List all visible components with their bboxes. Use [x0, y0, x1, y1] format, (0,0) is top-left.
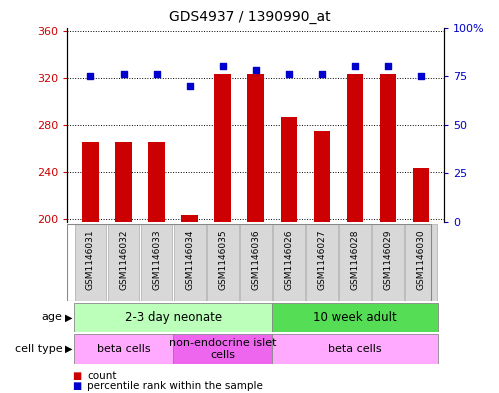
Text: ■: ■	[72, 381, 82, 391]
Text: 10 week adult: 10 week adult	[313, 311, 397, 324]
Text: 2-3 day neonate: 2-3 day neonate	[125, 311, 222, 324]
Text: GSM1146036: GSM1146036	[251, 230, 260, 290]
Bar	[74, 303, 272, 332]
Bar	[173, 334, 272, 364]
Bar	[248, 74, 264, 222]
Bar	[280, 117, 297, 222]
Bar	[240, 224, 271, 301]
Bar	[115, 142, 132, 222]
Text: GSM1146030: GSM1146030	[417, 230, 426, 290]
Text: cell type: cell type	[15, 344, 62, 354]
Bar	[181, 215, 198, 222]
Text: ▶: ▶	[65, 344, 72, 354]
Bar	[174, 224, 206, 301]
Point	[384, 63, 392, 70]
Text: beta cells: beta cells	[97, 344, 150, 354]
Text: percentile rank within the sample: percentile rank within the sample	[87, 381, 263, 391]
Bar	[380, 74, 396, 222]
Text: non-endocrine islet
cells: non-endocrine islet cells	[169, 338, 276, 360]
Text: GSM1146026: GSM1146026	[284, 230, 293, 290]
Point	[318, 71, 326, 77]
Bar	[108, 224, 139, 301]
Bar	[306, 224, 338, 301]
Point	[186, 83, 194, 89]
Bar	[372, 224, 404, 301]
Text: GSM1146031: GSM1146031	[86, 230, 95, 290]
Bar	[74, 334, 173, 364]
Point	[351, 63, 359, 70]
Bar	[75, 224, 106, 301]
Text: ▶: ▶	[65, 312, 72, 322]
Bar	[313, 130, 330, 222]
Text: GSM1146034: GSM1146034	[185, 230, 194, 290]
Point	[86, 73, 94, 79]
Bar	[347, 74, 363, 222]
Point	[251, 67, 259, 73]
Bar	[405, 224, 437, 301]
Bar	[207, 224, 239, 301]
Text: GSM1146028: GSM1146028	[350, 230, 359, 290]
Bar	[148, 142, 165, 222]
Point	[417, 73, 425, 79]
Text: GSM1146035: GSM1146035	[218, 230, 227, 290]
Text: beta cells: beta cells	[328, 344, 382, 354]
Point	[219, 63, 227, 70]
Point	[285, 71, 293, 77]
Bar	[141, 224, 173, 301]
Bar	[413, 168, 429, 222]
Text: GSM1146027: GSM1146027	[317, 230, 326, 290]
Bar	[273, 224, 305, 301]
Bar	[82, 142, 99, 222]
Text: ■: ■	[72, 371, 82, 381]
Bar	[215, 74, 231, 222]
Text: GSM1146032: GSM1146032	[119, 230, 128, 290]
Text: count: count	[87, 371, 117, 381]
Text: GDS4937 / 1390990_at: GDS4937 / 1390990_at	[169, 10, 330, 24]
Point	[120, 71, 128, 77]
Bar	[339, 224, 371, 301]
Bar	[272, 303, 438, 332]
Text: GSM1146029: GSM1146029	[383, 230, 392, 290]
Bar	[272, 334, 438, 364]
Text: age: age	[41, 312, 62, 322]
Point	[153, 71, 161, 77]
Text: GSM1146033: GSM1146033	[152, 230, 161, 290]
